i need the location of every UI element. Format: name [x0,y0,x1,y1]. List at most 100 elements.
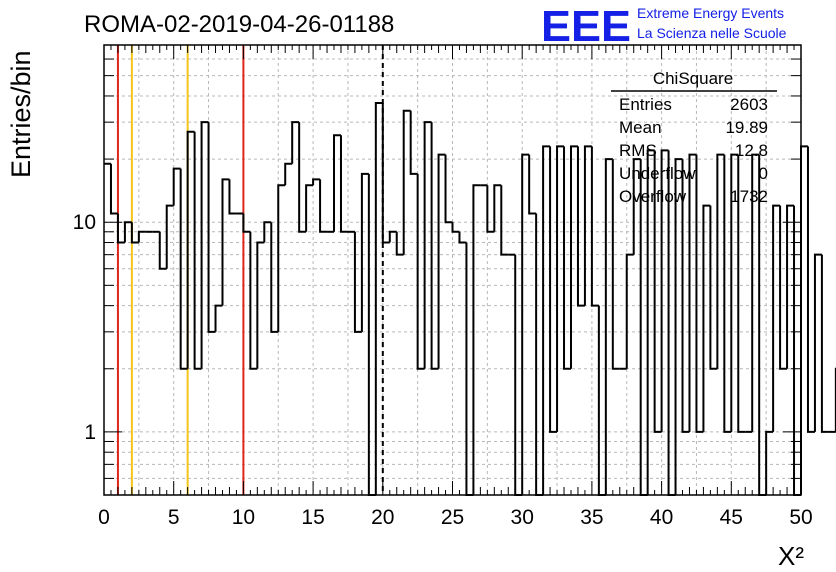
stats-box: ChiSquare Entries 2603 Mean 19.89 RMS 12.8 Und… [611,69,777,206]
histogram-bin [298,122,307,233]
histogram-bin [521,153,530,495]
eee-logo-mark: EEE [541,2,631,51]
eee-logo-line1: Extreme Energy Events [637,5,784,21]
stats-row-label: Mean [619,118,662,137]
histogram-bin [214,304,223,332]
histogram-bin [165,204,174,269]
stats-row-label: Overflow [619,187,687,206]
histogram-bin [751,153,760,432]
histogram-bin [806,146,815,433]
histogram-bin [416,173,425,370]
histogram-bin [549,146,558,433]
histogram-bin [116,213,125,244]
stats-row-value: 2603 [730,95,768,114]
histogram-bin [472,184,481,495]
histogram-bin [312,178,321,186]
histogram-bin [695,154,704,433]
histogram-bin [556,145,565,432]
histogram-bin [207,122,216,333]
stats-row-label: Entries [619,95,672,114]
histogram-bin [514,254,523,496]
histogram-bin [179,168,188,370]
histogram-bin [583,145,592,306]
histogram-bin [277,184,286,332]
histogram-bin [423,121,432,369]
histogram-bin [660,149,669,432]
histogram-bin [256,241,265,369]
histogram-bin [137,230,146,243]
stats-title: ChiSquare [653,69,733,88]
histogram-bin [646,149,655,495]
histogram-bin [374,102,383,495]
x-tick-label: 45 [720,506,743,529]
histogram-bin [228,179,237,215]
histogram-bin [221,178,230,306]
x-tick-label: 30 [511,506,534,529]
histogram-bin [674,158,683,495]
histogram-bin [604,158,613,495]
histogram-bin [493,184,502,232]
histogram-bin [723,154,732,433]
histogram-bin [458,231,467,244]
histogram-bin [486,185,495,233]
histogram-bin [353,231,362,333]
histogram-bin [360,172,369,332]
y-tick-label: 1 [84,421,96,444]
histogram-bin [576,146,585,307]
x-tick-label: 10 [232,506,255,529]
stats-row-value: 12.8 [735,141,768,160]
histogram-bin [270,222,279,333]
histogram-bin [563,146,571,370]
histogram-bin [130,222,139,244]
histogram-bin [395,231,404,256]
histogram-bin [772,204,781,432]
histogram-bin [291,121,300,164]
x-tick-label: 5 [168,506,180,529]
histogram-bin [123,221,132,243]
stats-row-value: 19.89 [725,118,768,137]
histogram-bin [333,134,341,232]
histogram-bin [688,153,697,432]
histogram-bin [730,153,739,432]
histogram-bin [625,253,634,369]
histogram-bin [535,213,544,496]
histogram-bin [500,185,509,256]
histogram-bin [716,153,725,369]
histogram-bin [569,145,578,369]
histogram-bin [653,150,662,433]
histogram-bin [242,213,251,233]
x-tick-label: 0 [98,506,110,529]
x-tick-label: 25 [441,506,464,529]
histogram-bin [813,253,822,432]
histogram-bin [800,145,808,495]
histogram-bin [786,204,795,369]
histogram-bin [820,254,829,433]
histogram-bin [632,158,641,255]
histogram-bin [263,221,272,243]
histogram-bin [702,204,711,432]
histogram-bin [793,205,801,496]
x-tick-label: 50 [789,506,812,529]
histogram-bin [339,135,348,233]
histogram-bin [437,153,446,369]
histogram-bin [590,146,599,307]
histogram-bin [611,159,620,370]
histogram-bin [542,145,551,495]
x-tick-label: 40 [650,506,673,529]
histogram-bin [737,154,746,433]
x-tick-label: 35 [580,506,603,529]
x-tick-label: 20 [371,506,394,529]
histogram-bin [284,162,293,186]
histogram-bin [709,205,718,370]
chart-title: ROMA-02-2019-04-26-01188 [84,11,394,38]
histogram-bin [200,121,209,369]
histogram-series [104,102,836,496]
stats-row-label: RMS [619,141,657,160]
y-axis-label: Entries/bin [6,50,36,178]
histogram-bin [305,184,314,232]
histogram-bin [158,231,167,270]
histogram-bin [639,159,648,496]
stats-rows: Entries 2603 Mean 19.89 RMS 12.8 Underflow 0 Ove… [619,95,768,206]
histogram-bin [430,122,439,370]
